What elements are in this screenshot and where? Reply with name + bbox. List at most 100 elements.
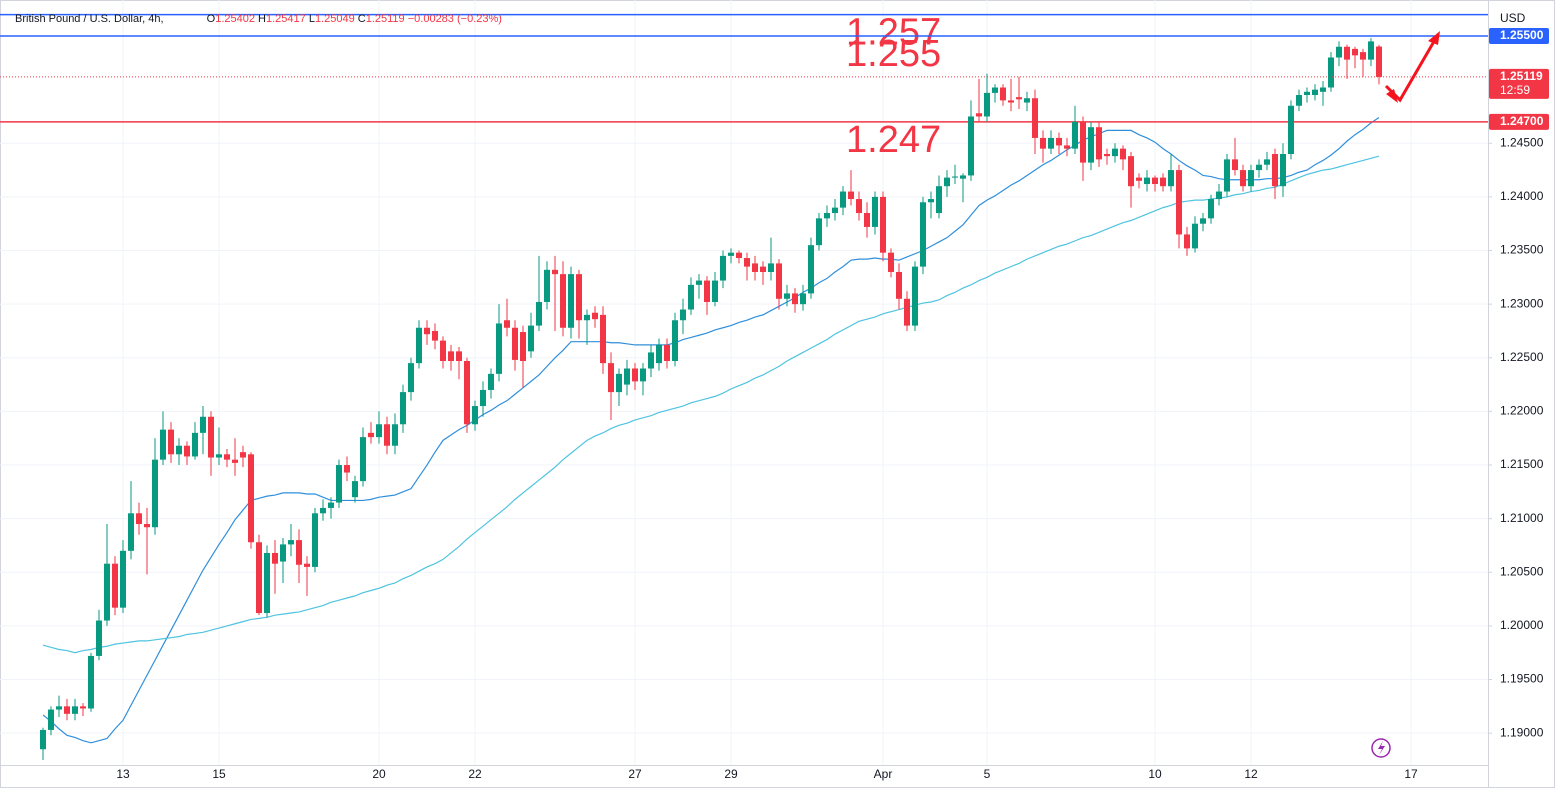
candle-body [1280,154,1286,187]
candle-body [72,706,78,714]
candle-body [656,344,662,364]
y-tick-label: 1.19500 [1500,672,1544,686]
candle-body [784,293,790,299]
candle-body [1200,218,1206,224]
price-label: 1.24700 [1500,114,1544,128]
open-label: O [206,13,216,25]
candle-body [1080,121,1086,163]
candle-body [728,252,734,256]
candle-body [1216,191,1222,200]
candle-body [240,452,246,458]
candle-body [1072,121,1078,149]
moving-average [42,155,1380,654]
candle-body [944,177,950,187]
candle-body [1336,46,1342,58]
candle-body [344,465,350,473]
candle-body [1232,159,1238,171]
candle-body [688,284,694,310]
candle-body [232,459,238,463]
candle-body [272,552,278,564]
change-percent: (−0.23%) [456,13,502,25]
high-value: 1.25417 [265,13,306,25]
x-tick-label: 20 [372,767,386,781]
x-tick-label: 15 [212,767,226,781]
y-tick-label: 1.21000 [1500,511,1544,525]
candle-body [984,92,990,117]
candle-body [528,325,534,352]
candle-body [80,706,86,709]
candle-body [200,416,206,433]
candle-body [192,432,198,457]
candle-body [456,351,462,361]
candle-body [280,544,286,562]
candle-body [496,323,502,374]
candle-body [832,207,838,213]
y-tick-label: 1.23500 [1500,243,1544,257]
moving-average [42,117,1380,744]
candle-body [320,507,326,514]
candle-body [632,368,638,382]
close-value: 1.25119 [365,13,405,25]
candle-body [824,212,830,219]
candle-body [1000,87,1006,101]
candle-body [120,550,126,608]
candle-body [1296,95,1302,106]
candle-body [1256,164,1262,171]
candle-body [288,540,294,545]
candle-body [208,416,214,458]
arrow-head [1386,89,1398,103]
candle-body [680,309,686,321]
currency-label: USD [1500,11,1526,25]
y-tick-label: 1.23000 [1500,296,1544,310]
last-price-box [1489,68,1549,99]
candle-body [976,113,982,117]
candle-body [40,729,46,750]
candle-body [264,552,270,614]
candle-body [880,196,886,253]
candle-body [936,186,942,213]
alert-bolt [1378,741,1385,755]
candle-body [424,327,430,335]
candle-body [592,312,598,320]
candle-body [1352,48,1358,56]
candle-body [1184,234,1190,249]
candle-body [160,429,166,460]
candle-body [136,513,142,525]
candle-body [768,263,774,272]
candle-body [816,218,822,246]
candle-body [1128,156,1134,187]
y-tick-label: 1.20000 [1500,618,1544,632]
candle-body [624,368,630,385]
candle-body [640,368,646,382]
candle-body [432,330,438,341]
candle-body [912,266,918,326]
candle-body [216,454,222,458]
candle-body [1376,46,1382,77]
candle-body [176,445,182,455]
candle-body [560,274,566,328]
candle-body [1344,46,1350,60]
x-tick-label: 22 [468,767,482,781]
candle-body [616,373,622,393]
candle-body [376,424,382,438]
candle-body [256,542,262,614]
candle-body [992,87,998,93]
candle-body [1008,100,1014,103]
candle-body [600,314,606,364]
candle-body [808,245,814,294]
candle-body [336,465,342,503]
candle-body [1368,41,1374,60]
x-tick-label: 13 [116,767,130,781]
candle-body [504,320,510,328]
candle-body [584,314,590,321]
candle-body [304,563,310,567]
candle-body [384,424,390,446]
axes: 1.19000 1.19500 1.20000 1.20500 1.21000 1.215… [116,28,1549,781]
candle-body [1088,127,1094,163]
candle-body [872,196,878,227]
candle-body [368,432,374,438]
candle-body [152,459,158,528]
candle-body [104,563,110,621]
